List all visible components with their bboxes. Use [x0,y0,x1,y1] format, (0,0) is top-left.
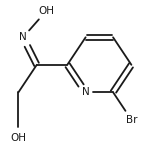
Text: OH: OH [38,6,54,16]
Text: N: N [82,87,90,97]
Text: OH: OH [10,133,26,143]
Text: Br: Br [126,115,137,125]
Text: N: N [19,32,27,42]
